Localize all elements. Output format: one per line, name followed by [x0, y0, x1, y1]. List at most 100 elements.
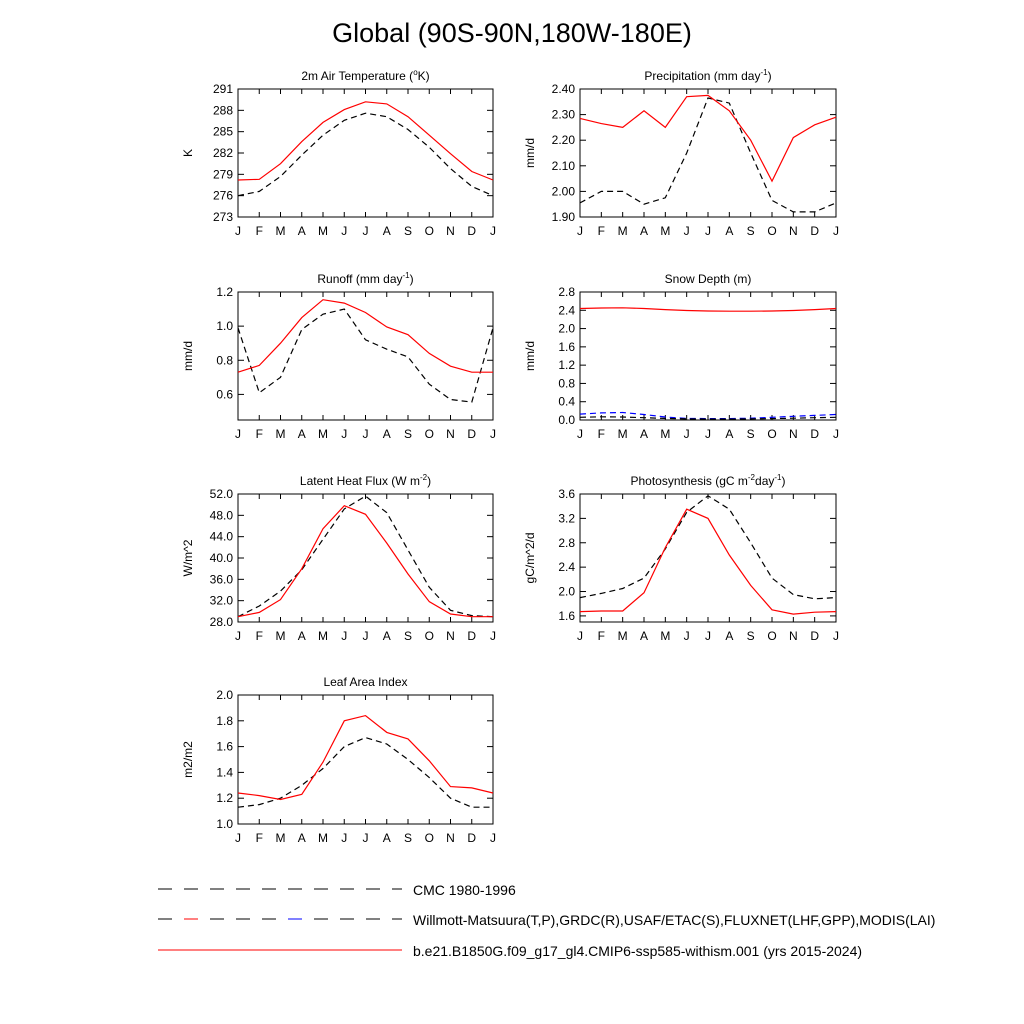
title-superscript: o — [413, 68, 418, 77]
title-text: Precipitation (mm day — [644, 69, 760, 83]
legend-label-observations: Willmott-Matsuura(T,P),GRDC(R),USAF/ETAC… — [413, 912, 936, 928]
x-tick-label: M — [660, 427, 670, 441]
x-tick-label: N — [789, 629, 798, 643]
x-tick-label: A — [640, 427, 648, 441]
series-line-cmc — [579, 416, 837, 420]
x-tick-label: M — [318, 629, 328, 643]
y-tick-label: 40.0 — [210, 551, 234, 565]
y-tick-label: 44.0 — [210, 530, 234, 544]
y-tick-label: 1.0 — [216, 817, 233, 831]
x-tick-label: M — [618, 629, 628, 643]
y-tick-label: 2.8 — [558, 285, 575, 299]
y-tick-label: 2.20 — [552, 133, 576, 147]
x-tick-label: J — [490, 224, 496, 238]
y-tick-label: 1.6 — [558, 340, 575, 354]
x-tick-label: J — [341, 629, 347, 643]
series-line-obs — [579, 97, 837, 213]
y-tick-label: 0.6 — [216, 387, 233, 401]
x-tick-label: J — [705, 427, 711, 441]
chart-title: Runoff (mm day-1) — [317, 271, 413, 286]
y-tick-label: 285 — [213, 125, 233, 139]
y-tick-label: 32.0 — [210, 594, 234, 608]
title-text: ) — [410, 272, 414, 286]
x-tick-label: J — [684, 224, 690, 238]
y-tick-label: 0.8 — [558, 376, 575, 390]
chart-title: 2m Air Temperature (oK) — [301, 68, 429, 83]
x-tick-label: M — [276, 224, 286, 238]
x-tick-label: J — [705, 629, 711, 643]
x-tick-label: J — [235, 629, 241, 643]
title-text: Photosynthesis (gC m — [631, 474, 748, 488]
x-tick-label: J — [833, 629, 839, 643]
x-tick-label: F — [256, 427, 263, 441]
series-line-model — [579, 94, 837, 183]
x-tick-label: D — [467, 629, 476, 643]
x-tick-label: M — [660, 224, 670, 238]
x-tick-label: J — [341, 831, 347, 845]
y-tick-label: 2.0 — [216, 688, 233, 702]
x-tick-label: A — [298, 427, 306, 441]
chart-panel-1: Precipitation (mm day-1)J F M A M J J A S O N D J1.9… — [523, 68, 839, 238]
x-tick-label: F — [598, 224, 605, 238]
x-tick-label: O — [425, 831, 434, 845]
x-tick-label: J — [833, 224, 839, 238]
x-tick-label: A — [383, 224, 391, 238]
x-tick-label: D — [810, 629, 819, 643]
x-tick-label: D — [810, 427, 819, 441]
series-line-model — [237, 299, 493, 373]
figure-title: Global (90S-90N,180W-180E) — [332, 18, 692, 48]
x-tick-label: A — [725, 224, 733, 238]
x-tick-label: F — [256, 831, 263, 845]
y-tick-label: 1.8 — [216, 714, 233, 728]
chart-panel-2: Runoff (mm day-1)J F M A M J J A S O N D J0.60.81.01… — [181, 271, 496, 441]
series-line-obs — [237, 736, 493, 808]
x-tick-label: A — [640, 224, 648, 238]
x-tick-label: F — [598, 629, 605, 643]
x-tick-label: O — [425, 224, 434, 238]
x-tick-label: A — [725, 629, 733, 643]
y-tick-label: 2.00 — [552, 184, 576, 198]
x-tick-label: S — [404, 831, 412, 845]
x-tick-label: N — [789, 224, 798, 238]
y-tick-label: 2.4 — [558, 560, 575, 574]
y-tick-label: 28.0 — [210, 615, 234, 629]
x-tick-label: J — [363, 427, 369, 441]
x-tick-label: N — [446, 224, 455, 238]
y-tick-label: 291 — [213, 82, 233, 96]
x-tick-label: J — [684, 629, 690, 643]
title-text: Runoff (mm day — [317, 272, 402, 286]
x-tick-label: O — [425, 427, 434, 441]
x-tick-label: M — [318, 427, 328, 441]
x-tick-label: O — [767, 427, 776, 441]
x-tick-label: J — [684, 427, 690, 441]
x-tick-label: O — [767, 629, 776, 643]
y-tick-label: 1.4 — [216, 765, 233, 779]
title-text: day — [755, 474, 774, 488]
y-tick-label: 282 — [213, 146, 233, 160]
y-axis-label: gC/m^2/d — [523, 533, 537, 584]
x-tick-label: J — [490, 629, 496, 643]
series-line-obs — [237, 112, 494, 197]
y-tick-label: 0.8 — [216, 353, 233, 367]
y-tick-label: 276 — [213, 189, 233, 203]
x-tick-label: A — [298, 831, 306, 845]
x-tick-label: A — [383, 427, 391, 441]
title-text: ) — [782, 474, 786, 488]
x-tick-label: N — [446, 427, 455, 441]
title-superscript: -2 — [748, 473, 756, 482]
title-text: ) — [768, 69, 772, 83]
series-line-model — [579, 307, 837, 312]
x-tick-label: D — [810, 224, 819, 238]
y-tick-label: 1.6 — [216, 740, 233, 754]
x-tick-label: A — [640, 629, 648, 643]
x-tick-label: M — [660, 629, 670, 643]
series-line-model — [579, 508, 837, 615]
x-tick-label: J — [577, 427, 583, 441]
y-tick-label: 279 — [213, 167, 233, 181]
chart-title: Photosynthesis (gC m-2day-1) — [631, 473, 786, 488]
y-tick-label: 1.6 — [558, 609, 575, 623]
series-line-model — [237, 504, 493, 618]
title-superscript: -1 — [403, 271, 411, 280]
